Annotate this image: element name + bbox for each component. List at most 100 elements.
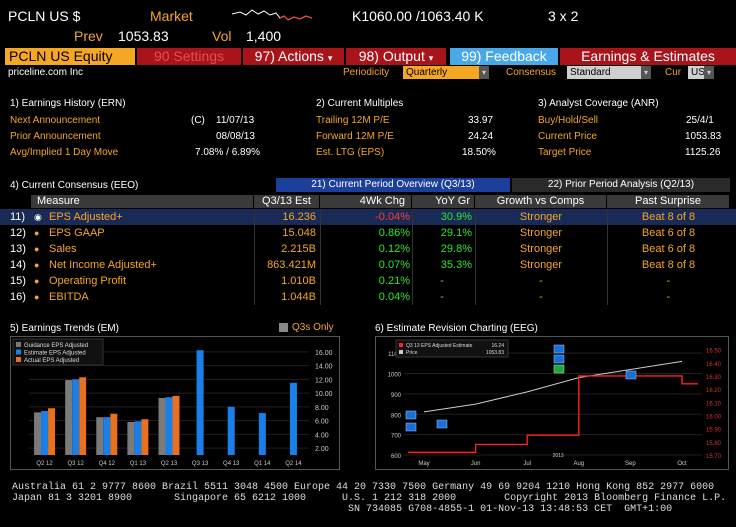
y-tick-label: 12.00 (315, 377, 333, 384)
output-label: 98) Output (358, 48, 425, 64)
legend-label: Estimate EPS Adjusted (24, 351, 86, 357)
legend-swatch (16, 357, 21, 362)
est-ltg-label: Est. LTG (EPS) (316, 147, 385, 158)
right-tick-label: 16.30 (706, 375, 722, 381)
actions-button[interactable]: 97) Actions ▾ (243, 48, 344, 65)
next-announcement-label: Next Announcement (10, 115, 101, 126)
estimate-value: 2.215B (281, 243, 316, 255)
estimate-value: 863.421M (267, 259, 316, 271)
y-tick-label: 16.00 (315, 350, 333, 357)
eeg-title[interactable]: 6) Estimate Revision Charting (EEG) (375, 323, 538, 334)
y-tick-label: 2.00 (315, 446, 329, 453)
consensus-value: Standard (570, 67, 611, 78)
security-field[interactable]: PCLN US Equity (5, 48, 135, 65)
x-tick-label: Jul (523, 461, 531, 467)
ern-title[interactable]: 1) Earnings History (ERN) (10, 98, 126, 109)
bar (96, 417, 104, 455)
settings-button[interactable]: 90 Settings (137, 48, 241, 65)
x-tick-label: Q1 14 (254, 461, 271, 467)
q3s-only-checkbox[interactable] (279, 323, 288, 332)
radio-icon[interactable]: ◉ (34, 212, 42, 222)
table-row[interactable]: 13) ● Sales 2.215B 0.12% 29.8% Stronger Beat 6 … (0, 241, 736, 257)
bar (72, 379, 80, 455)
radio-icon[interactable]: ● (34, 244, 40, 254)
table-row[interactable]: 14) ● Net Income Adjusted+ 863.421M 0.07% 35.… (0, 257, 736, 273)
bid-ask-size: 3 x 2 (548, 8, 579, 24)
tab-current-period[interactable]: 21) Current Period Overview (Q3/13) (276, 178, 510, 192)
currency-value: USD (691, 67, 713, 78)
col-growth[interactable]: Growth vs Comps (475, 195, 607, 208)
table-row[interactable]: 11) ◉ EPS Adjusted+ 16.236 -0.04% 30.9% Strong… (0, 209, 736, 225)
x-tick-label: Q3 13 (192, 461, 209, 467)
earnings-estimates-title: Earnings & Estimates (560, 48, 736, 65)
event-marker-icon (436, 419, 448, 429)
trailing-pe-value: 33.97 (468, 115, 494, 126)
col-4wk-chg[interactable]: 4Wk Chg (320, 195, 412, 208)
col-yoy[interactable]: YoY Gr (412, 195, 475, 208)
table-row[interactable]: 16) ● EBITDA 1.044B 0.04% - - - (0, 289, 736, 305)
col-surprise[interactable]: Past Surprise (607, 195, 730, 208)
prior-announcement-value: 08/08/13 (216, 131, 255, 142)
event-marker-icon (405, 410, 417, 420)
bar (227, 406, 235, 455)
tab-prior-period[interactable]: 22) Prior Period Analysis (Q2/13) (512, 178, 730, 192)
right-tick-label: 16.20 (706, 388, 722, 394)
event-marker-icon (553, 354, 565, 364)
eeo-title[interactable]: 4) Current Consensus (EEO) (10, 180, 139, 191)
legend-label: Actual EPS Adjusted (24, 358, 79, 364)
em-title[interactable]: 5) Earnings Trends (EM) (10, 323, 119, 334)
table-row[interactable]: 12) ● EPS GAAP 15.048 0.86% 29.1% Stronger Beat… (0, 225, 736, 241)
radio-icon[interactable]: ● (34, 260, 40, 270)
measure-name: Net Income Adjusted+ (49, 259, 157, 271)
past-surprise: Beat 6 of 8 (641, 227, 696, 239)
target-price-value: 1125.26 (685, 147, 721, 158)
radio-icon[interactable]: ● (34, 292, 40, 302)
x-tick-label: May (418, 461, 429, 467)
target-price-label: Target Price (538, 147, 592, 158)
y-tick-label: 6.00 (315, 419, 329, 426)
legend-label: Q3 13 EPS Adjusted Estimate (406, 343, 473, 349)
year-label: 2013 (553, 453, 564, 459)
left-tick-label: 600 (391, 454, 402, 460)
table-row[interactable]: 15) ● Operating Profit 1.010B 0.21% - - - (0, 273, 736, 289)
periodicity-select[interactable]: Quarterly ▾ (403, 66, 489, 79)
measure-name: EPS Adjusted+ (49, 211, 123, 223)
estimate-value: 15.048 (282, 227, 316, 239)
column-divider (320, 209, 321, 305)
row-number: 14) (10, 259, 26, 271)
q3s-only-label: Q3s Only (292, 322, 334, 333)
chevron-down-icon: ▾ (479, 66, 489, 79)
yoy-growth: 29.8% (440, 243, 472, 255)
left-tick-label: 900 (391, 393, 402, 399)
measure-name: EBITDA (49, 291, 89, 303)
x-tick-label: Q2 13 (161, 461, 178, 467)
column-divider (475, 209, 476, 305)
multiples-title: 2) Current Multiples (316, 98, 404, 109)
periodicity-value: Quarterly (406, 67, 448, 78)
bar (258, 413, 266, 455)
growth-vs-comps: Stronger (519, 211, 563, 223)
legend-swatch (16, 342, 21, 347)
radio-icon[interactable]: ● (34, 276, 40, 286)
output-button[interactable]: 98) Output ▾ (346, 48, 446, 65)
bar (158, 397, 166, 455)
bar (134, 421, 142, 455)
growth-vs-comps: - (539, 275, 543, 287)
estimate-value: 16.236 (282, 211, 316, 223)
estimate-value: 1.044B (281, 291, 316, 303)
col-est[interactable]: Q3/13 Est (254, 195, 320, 208)
four-week-change: -0.04% (375, 211, 410, 223)
chevron-down-icon[interactable]: ▾ (704, 66, 714, 79)
anr-title[interactable]: 3) Analyst Coverage (ANR) (538, 98, 659, 109)
col-measure[interactable]: Measure (31, 195, 254, 208)
bar (65, 380, 73, 455)
consensus-select[interactable]: Standard ▾ (567, 66, 651, 79)
y-tick-label: 4.00 (315, 432, 329, 439)
right-tick-label: 15.80 (706, 441, 722, 447)
four-week-change: 0.12% (378, 243, 410, 255)
feedback-button[interactable]: 99) Feedback (450, 48, 558, 65)
radio-icon[interactable]: ● (34, 228, 40, 238)
right-tick-label: 16.40 (706, 362, 722, 368)
yoy-growth: 29.1% (440, 227, 472, 239)
forward-pe-label: Forward 12M P/E (316, 131, 394, 142)
